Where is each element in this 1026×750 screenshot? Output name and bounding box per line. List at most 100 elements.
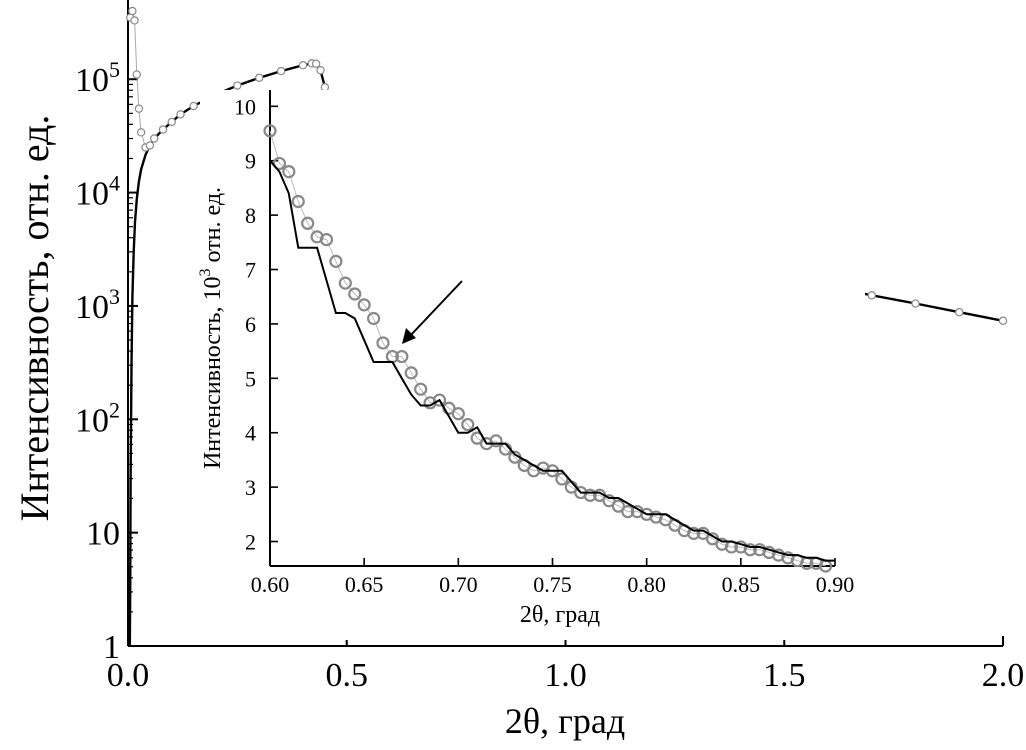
inset-x-axis-title: 2θ, град <box>520 602 600 628</box>
inset-x-tick-label: 0.75 <box>533 572 572 597</box>
main-y-tick-exp: 3 <box>109 284 120 309</box>
main-data-point <box>134 104 144 113</box>
main-data-point <box>176 110 185 119</box>
inset-y-tick-label: 9 <box>245 149 256 174</box>
inset-data-point <box>282 165 296 179</box>
inset-x-tick-label: 0.90 <box>816 572 855 597</box>
main-y-tick-base: 10 <box>86 516 120 553</box>
inset-axes: 0.60 0.65 0.70 0.75 0.80 0.85 0.90 2 3 4 5 6 7 8 9 10 2θ… <box>197 90 854 628</box>
inset-y-tick-label: 2 <box>245 530 256 555</box>
inset-x-tick-label: 0.85 <box>722 572 761 597</box>
inset-data-point <box>583 488 597 502</box>
inset-y-tick-label: 5 <box>245 366 256 391</box>
main-y-tick-label: 102 <box>75 397 120 439</box>
inset-data-point <box>329 254 343 268</box>
inset-y-tick-label: 6 <box>245 312 256 337</box>
main-data-point <box>128 6 137 16</box>
main-data-point <box>150 134 159 143</box>
inset-x-tick-label: 0.65 <box>345 572 384 597</box>
inset-data-point <box>319 233 334 247</box>
main-data-point <box>130 16 139 25</box>
main-data-point <box>233 81 242 90</box>
main-data-point <box>298 60 308 70</box>
inset-data-point <box>611 499 626 513</box>
inset-data-point <box>357 298 371 312</box>
main-data-point <box>167 117 176 127</box>
main-y-tick-label: 105 <box>75 57 120 99</box>
main-y-tick-exp: 2 <box>109 397 120 422</box>
main-data-point <box>158 125 168 134</box>
inset-series <box>263 124 835 573</box>
main-y-tick-label: 10 <box>86 516 120 553</box>
main-y-tick-label: 104 <box>75 171 120 213</box>
inset-y-tick-label: 10 <box>234 94 256 119</box>
main-y-tick-base: 10 <box>75 62 109 99</box>
inset-data-point <box>687 526 701 540</box>
main-x-axis-title: 2θ, град <box>505 701 625 741</box>
main-x-tick-label: 1.5 <box>763 657 806 694</box>
inset-data-point <box>602 494 616 508</box>
main-data-point <box>867 291 876 300</box>
main-y-axis-title: Интенсивность, отн. ед. <box>12 115 57 522</box>
inset-y-tick-label: 8 <box>245 203 256 228</box>
inset-x-tick-label: 0.80 <box>627 572 666 597</box>
inset-data-point <box>376 336 390 350</box>
inset-data-point <box>291 194 305 209</box>
main-x-tick-label: 2.0 <box>982 657 1025 694</box>
main-data-point <box>998 316 1008 325</box>
main-y-tick-base: 1 <box>103 629 120 666</box>
inset-data-point <box>272 156 287 171</box>
inset-data-point <box>263 124 277 138</box>
main-data-point <box>276 66 286 76</box>
main-data-point <box>311 59 321 68</box>
main-y-tick-exp: 4 <box>109 171 120 196</box>
annotation <box>402 280 463 344</box>
inset-y-axis-title-exp: 3 <box>197 269 214 277</box>
main-y-tick-exp: 5 <box>109 57 120 82</box>
pointer-arrow-head <box>402 328 416 344</box>
pointer-arrow-shaft <box>409 280 463 337</box>
inset-data-point <box>366 311 381 326</box>
inset-y-tick-label: 4 <box>245 421 256 446</box>
inset-data-point <box>555 472 569 486</box>
main-y-tick-base: 10 <box>75 402 109 439</box>
inset-data-point <box>414 382 428 396</box>
inset-data-point <box>348 287 362 301</box>
main-data-point <box>316 66 325 75</box>
inset-data-point <box>301 216 315 230</box>
inset-data-point <box>338 276 352 290</box>
inset-x-tick-label: 0.60 <box>251 572 290 597</box>
inset-y-tick-label: 3 <box>245 475 256 500</box>
main-x-tick-label: 0.0 <box>107 657 150 694</box>
main-data-point <box>189 101 198 111</box>
main-data-point <box>136 128 146 137</box>
inset-data-point <box>432 393 447 407</box>
inset-data-point <box>489 434 503 448</box>
inset-data-point <box>461 417 475 432</box>
inset-y-axis-title: Интенсивность, 103 отн. ед. <box>197 187 226 469</box>
main-x-tick-label: 0.5 <box>326 657 369 694</box>
inset-y-axis-title-main: Интенсивность, 10 <box>200 277 226 470</box>
main-x-tick-label: 1.0 <box>544 657 587 694</box>
inset-x-tick-label: 0.70 <box>439 572 478 597</box>
main-y-tick-label: 103 <box>75 284 120 326</box>
main-data-point <box>132 70 141 79</box>
main-y-tick-base: 10 <box>75 176 109 213</box>
main-data-point <box>255 73 264 82</box>
main-y-tick-base: 10 <box>75 289 109 326</box>
inset-model-line <box>269 160 835 562</box>
inset-data-point <box>451 407 465 421</box>
inset-y-tick-label: 7 <box>245 258 256 283</box>
main-data-point <box>145 141 155 150</box>
inset-data-point <box>621 505 635 519</box>
main-data-point <box>955 308 964 317</box>
main-data-point <box>320 83 330 92</box>
main-data-point <box>911 299 920 308</box>
inset-data-point <box>404 366 418 380</box>
inset-data-point <box>743 543 757 557</box>
main-y-tick-label: 1 <box>103 629 120 666</box>
inset-y-axis-title-rest: отн. ед. <box>200 187 226 269</box>
inset-data-point <box>395 349 409 364</box>
